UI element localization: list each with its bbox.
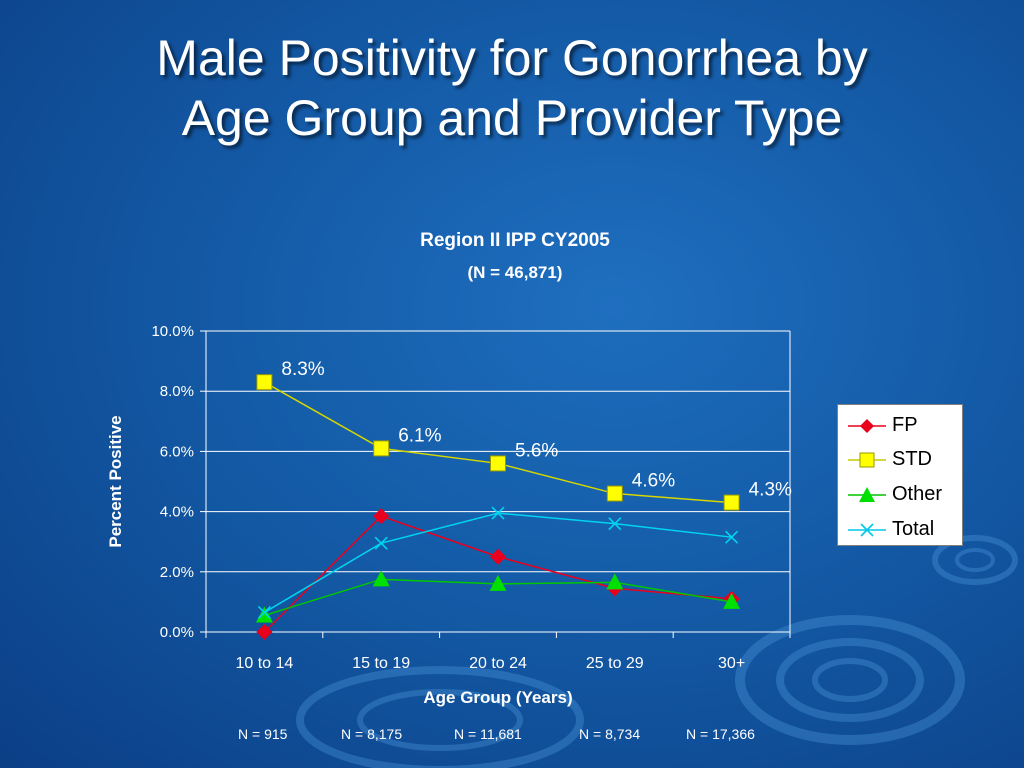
- point-other-15-to-19: [372, 570, 390, 587]
- y-axis-title: Percent Positive: [106, 415, 125, 547]
- legend-marker-other: [848, 487, 886, 502]
- legend-label-total: Total: [892, 518, 935, 540]
- data-label-std-30: 4.3%: [749, 480, 792, 501]
- data-label-std-10-to-14: 8.3%: [281, 359, 324, 380]
- n-label-15-to-19: N = 8,175: [341, 726, 403, 742]
- point-other-30: [723, 592, 741, 609]
- chart-title: Region II IPP CY2005: [420, 230, 610, 251]
- legend-marker-fp: [848, 419, 886, 433]
- slide-title-line-1: Male Positivity for Gonorrhea by: [156, 30, 868, 86]
- point-other-10-to-14: [255, 606, 273, 623]
- x-tick-label-10-to-14: 10 to 14: [235, 655, 293, 672]
- legend-item-std: STD: [844, 445, 962, 475]
- point-std-15-to-19: [373, 440, 390, 457]
- data-label-std-15-to-19: 6.1%: [398, 425, 441, 446]
- legend-label-std: STD: [892, 448, 932, 470]
- legend-item-total: Total: [844, 515, 962, 545]
- point-fp-10-to-14: [256, 624, 273, 640]
- legend-item-fp: FP: [844, 411, 962, 441]
- n-label-20-to-24: N = 11,681: [454, 726, 522, 742]
- x-axis-title: Age Group (Years): [423, 688, 572, 707]
- chart-legend: FP STD Other Total: [837, 404, 963, 546]
- point-std-30: [723, 494, 740, 511]
- y-tick-label-1: 2.0%: [160, 564, 194, 581]
- x-tick-label-30: 30+: [718, 655, 745, 672]
- y-tick-label-5: 10.0%: [151, 323, 194, 340]
- point-std-10-to-14: [256, 374, 273, 391]
- point-std-25-to-29: [606, 485, 623, 502]
- point-std-20-to-24: [490, 455, 506, 472]
- slide-title: Male Positivity for Gonorrhea by Age Gro…: [0, 28, 1024, 148]
- chart-subtitle: (N = 46,871): [467, 263, 563, 282]
- legend-label-other: Other: [892, 483, 943, 505]
- n-label-10-to-14: N = 915: [238, 726, 288, 742]
- point-other-25-to-29: [606, 573, 624, 590]
- legend-marker-total: [848, 523, 886, 537]
- y-tick-label-3: 6.0%: [160, 443, 194, 460]
- x-tick-label-25-to-29: 25 to 29: [586, 655, 644, 672]
- y-tick-label-2: 4.0%: [160, 504, 194, 521]
- point-other-20-to-24: [489, 574, 507, 591]
- x-tick-label-20-to-24: 20 to 24: [469, 655, 527, 672]
- point-total-20-to-24: [491, 506, 505, 520]
- legend-label-fp: FP: [892, 414, 918, 436]
- legend-item-other: Other: [844, 480, 962, 510]
- point-fp-15-to-19: [373, 508, 390, 525]
- point-total-15-to-19: [374, 536, 388, 550]
- point-total-30: [725, 530, 739, 544]
- n-label-25-to-29: N = 8,734: [579, 726, 641, 742]
- legend-marker-std: [848, 452, 886, 468]
- x-tick-label-15-to-19: 15 to 19: [352, 655, 410, 672]
- y-tick-label-0: 0.0%: [160, 624, 194, 641]
- point-total-25-to-29: [608, 517, 622, 531]
- n-label-30-plus: N = 17,366: [686, 726, 755, 742]
- data-label-std-20-to-24: 5.6%: [515, 440, 558, 461]
- slide-title-line-2: Age Group and Provider Type: [181, 90, 843, 146]
- y-tick-label-4: 8.0%: [160, 383, 194, 400]
- point-total-10-to-14: [257, 605, 271, 620]
- data-label-std-25-to-29: 4.6%: [632, 471, 675, 492]
- point-fp-20-to-24: [490, 548, 506, 565]
